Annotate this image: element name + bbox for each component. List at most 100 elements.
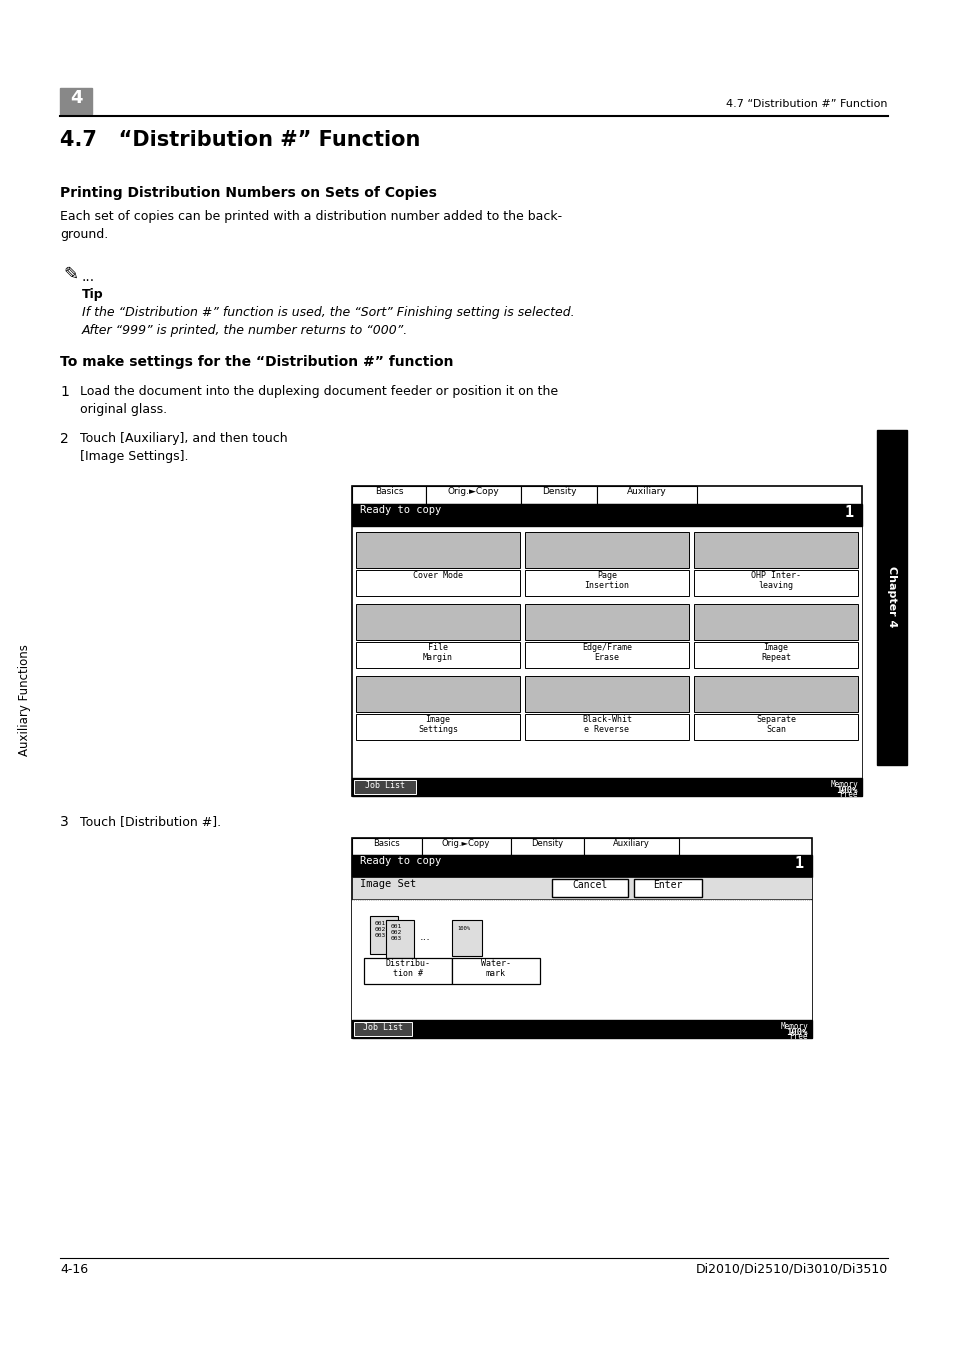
Text: Di2010/Di2510/Di3010/Di3510: Di2010/Di2510/Di3010/Di3510 — [695, 1263, 887, 1275]
Bar — [693, 532, 857, 567]
Text: Chapter 4: Chapter 4 — [886, 566, 896, 628]
Text: 1: 1 — [794, 857, 803, 871]
Bar — [352, 504, 862, 526]
Text: ...: ... — [82, 270, 95, 284]
Bar — [693, 604, 857, 640]
Bar — [511, 838, 583, 855]
Bar — [352, 855, 811, 877]
Text: Tip: Tip — [82, 288, 104, 301]
Bar — [355, 532, 519, 567]
Bar — [552, 880, 627, 897]
Bar — [60, 88, 91, 113]
Text: Job List: Job List — [365, 781, 405, 790]
Text: Black-Whit
e Reverse: Black-Whit e Reverse — [581, 715, 631, 735]
Text: 2: 2 — [60, 432, 69, 446]
Bar — [524, 570, 688, 596]
Text: 4.7   “Distribution #” Function: 4.7 “Distribution #” Function — [60, 130, 420, 150]
Text: Enter: Enter — [653, 880, 682, 890]
Bar — [386, 920, 414, 958]
Text: ...: ... — [419, 932, 431, 942]
Text: Printing Distribution Numbers on Sets of Copies: Printing Distribution Numbers on Sets of… — [60, 186, 436, 200]
Bar — [693, 713, 857, 740]
Text: Density: Density — [541, 486, 576, 496]
Bar — [352, 486, 862, 796]
Bar — [352, 838, 421, 855]
Text: 4.7 “Distribution #” Function: 4.7 “Distribution #” Function — [726, 99, 887, 109]
Bar — [693, 570, 857, 596]
Bar — [355, 676, 519, 712]
Bar — [597, 486, 697, 504]
Text: ground.: ground. — [60, 228, 108, 240]
Text: 1: 1 — [844, 505, 853, 520]
Bar — [370, 916, 397, 954]
Text: Cover Mode: Cover Mode — [413, 571, 462, 580]
Bar — [352, 486, 426, 504]
Bar — [426, 486, 520, 504]
Text: Density: Density — [531, 839, 562, 848]
Bar — [354, 780, 416, 794]
Text: After “999” is printed, the number returns to “000”.: After “999” is printed, the number retur… — [82, 324, 408, 336]
Text: Load the document into the duplexing document feeder or position it on the: Load the document into the duplexing doc… — [80, 385, 558, 399]
Bar — [693, 676, 857, 712]
Text: Auxiliary Functions: Auxiliary Functions — [18, 644, 31, 757]
Text: 3: 3 — [60, 815, 69, 830]
Text: original glass.: original glass. — [80, 403, 167, 416]
Text: Orig.►Copy: Orig.►Copy — [447, 486, 498, 496]
Text: If the “Distribution #” function is used, the “Sort” Finishing setting is select: If the “Distribution #” function is used… — [82, 305, 574, 319]
Bar — [524, 532, 688, 567]
Text: 100%: 100% — [785, 1028, 807, 1038]
Text: Auxiliary: Auxiliary — [612, 839, 649, 848]
Text: Job List: Job List — [363, 1023, 402, 1032]
Bar — [364, 958, 452, 984]
Text: Basics: Basics — [375, 486, 403, 496]
Text: 4: 4 — [70, 89, 82, 107]
Text: Memory
Free: Memory Free — [829, 780, 857, 800]
Text: Cancel: Cancel — [572, 880, 607, 890]
Bar — [876, 430, 906, 765]
Text: ✎: ✎ — [63, 266, 78, 284]
Text: File
Margin: File Margin — [422, 643, 453, 662]
Bar — [354, 1021, 412, 1036]
Text: 100%: 100% — [836, 786, 857, 794]
Bar — [693, 642, 857, 667]
Bar — [452, 920, 481, 957]
Text: Separate
Scan: Separate Scan — [755, 715, 795, 735]
Text: Image Set: Image Set — [359, 880, 416, 889]
Text: Image
Repeat: Image Repeat — [760, 643, 790, 662]
Text: Touch [Auxiliary], and then touch: Touch [Auxiliary], and then touch — [80, 432, 287, 444]
Text: Water-
mark: Water- mark — [480, 959, 511, 978]
Bar — [352, 877, 811, 898]
Bar — [524, 676, 688, 712]
Bar — [634, 880, 701, 897]
Text: Orig.►Copy: Orig.►Copy — [441, 839, 490, 848]
Text: 4-16: 4-16 — [60, 1263, 88, 1275]
Text: Touch [Distribution #].: Touch [Distribution #]. — [80, 815, 221, 828]
Bar — [520, 486, 597, 504]
Bar — [355, 570, 519, 596]
Text: 001
002
003: 001 002 003 — [375, 921, 386, 938]
Text: Basics: Basics — [374, 839, 400, 848]
Bar — [355, 642, 519, 667]
Bar — [352, 526, 862, 778]
Bar — [352, 1020, 811, 1038]
Text: Memory
Free: Memory Free — [780, 1021, 807, 1042]
Bar — [524, 713, 688, 740]
Text: Auxiliary: Auxiliary — [626, 486, 666, 496]
Text: [Image Settings].: [Image Settings]. — [80, 450, 189, 463]
Text: OHP Inter-
leaving: OHP Inter- leaving — [750, 571, 801, 590]
Bar — [352, 838, 811, 1038]
Text: To make settings for the “Distribution #” function: To make settings for the “Distribution #… — [60, 355, 453, 369]
Text: Each set of copies can be printed with a distribution number added to the back-: Each set of copies can be printed with a… — [60, 209, 561, 223]
Bar — [524, 604, 688, 640]
Bar — [583, 838, 679, 855]
Bar — [524, 642, 688, 667]
Text: Distribu-
tion #: Distribu- tion # — [385, 959, 430, 978]
Bar — [355, 604, 519, 640]
Text: 100%: 100% — [456, 925, 470, 931]
Bar — [421, 838, 511, 855]
Text: Ready to copy: Ready to copy — [359, 505, 441, 515]
Bar — [355, 713, 519, 740]
Text: 001
002
003: 001 002 003 — [391, 924, 402, 940]
Text: 1: 1 — [60, 385, 69, 399]
Bar — [352, 778, 862, 796]
